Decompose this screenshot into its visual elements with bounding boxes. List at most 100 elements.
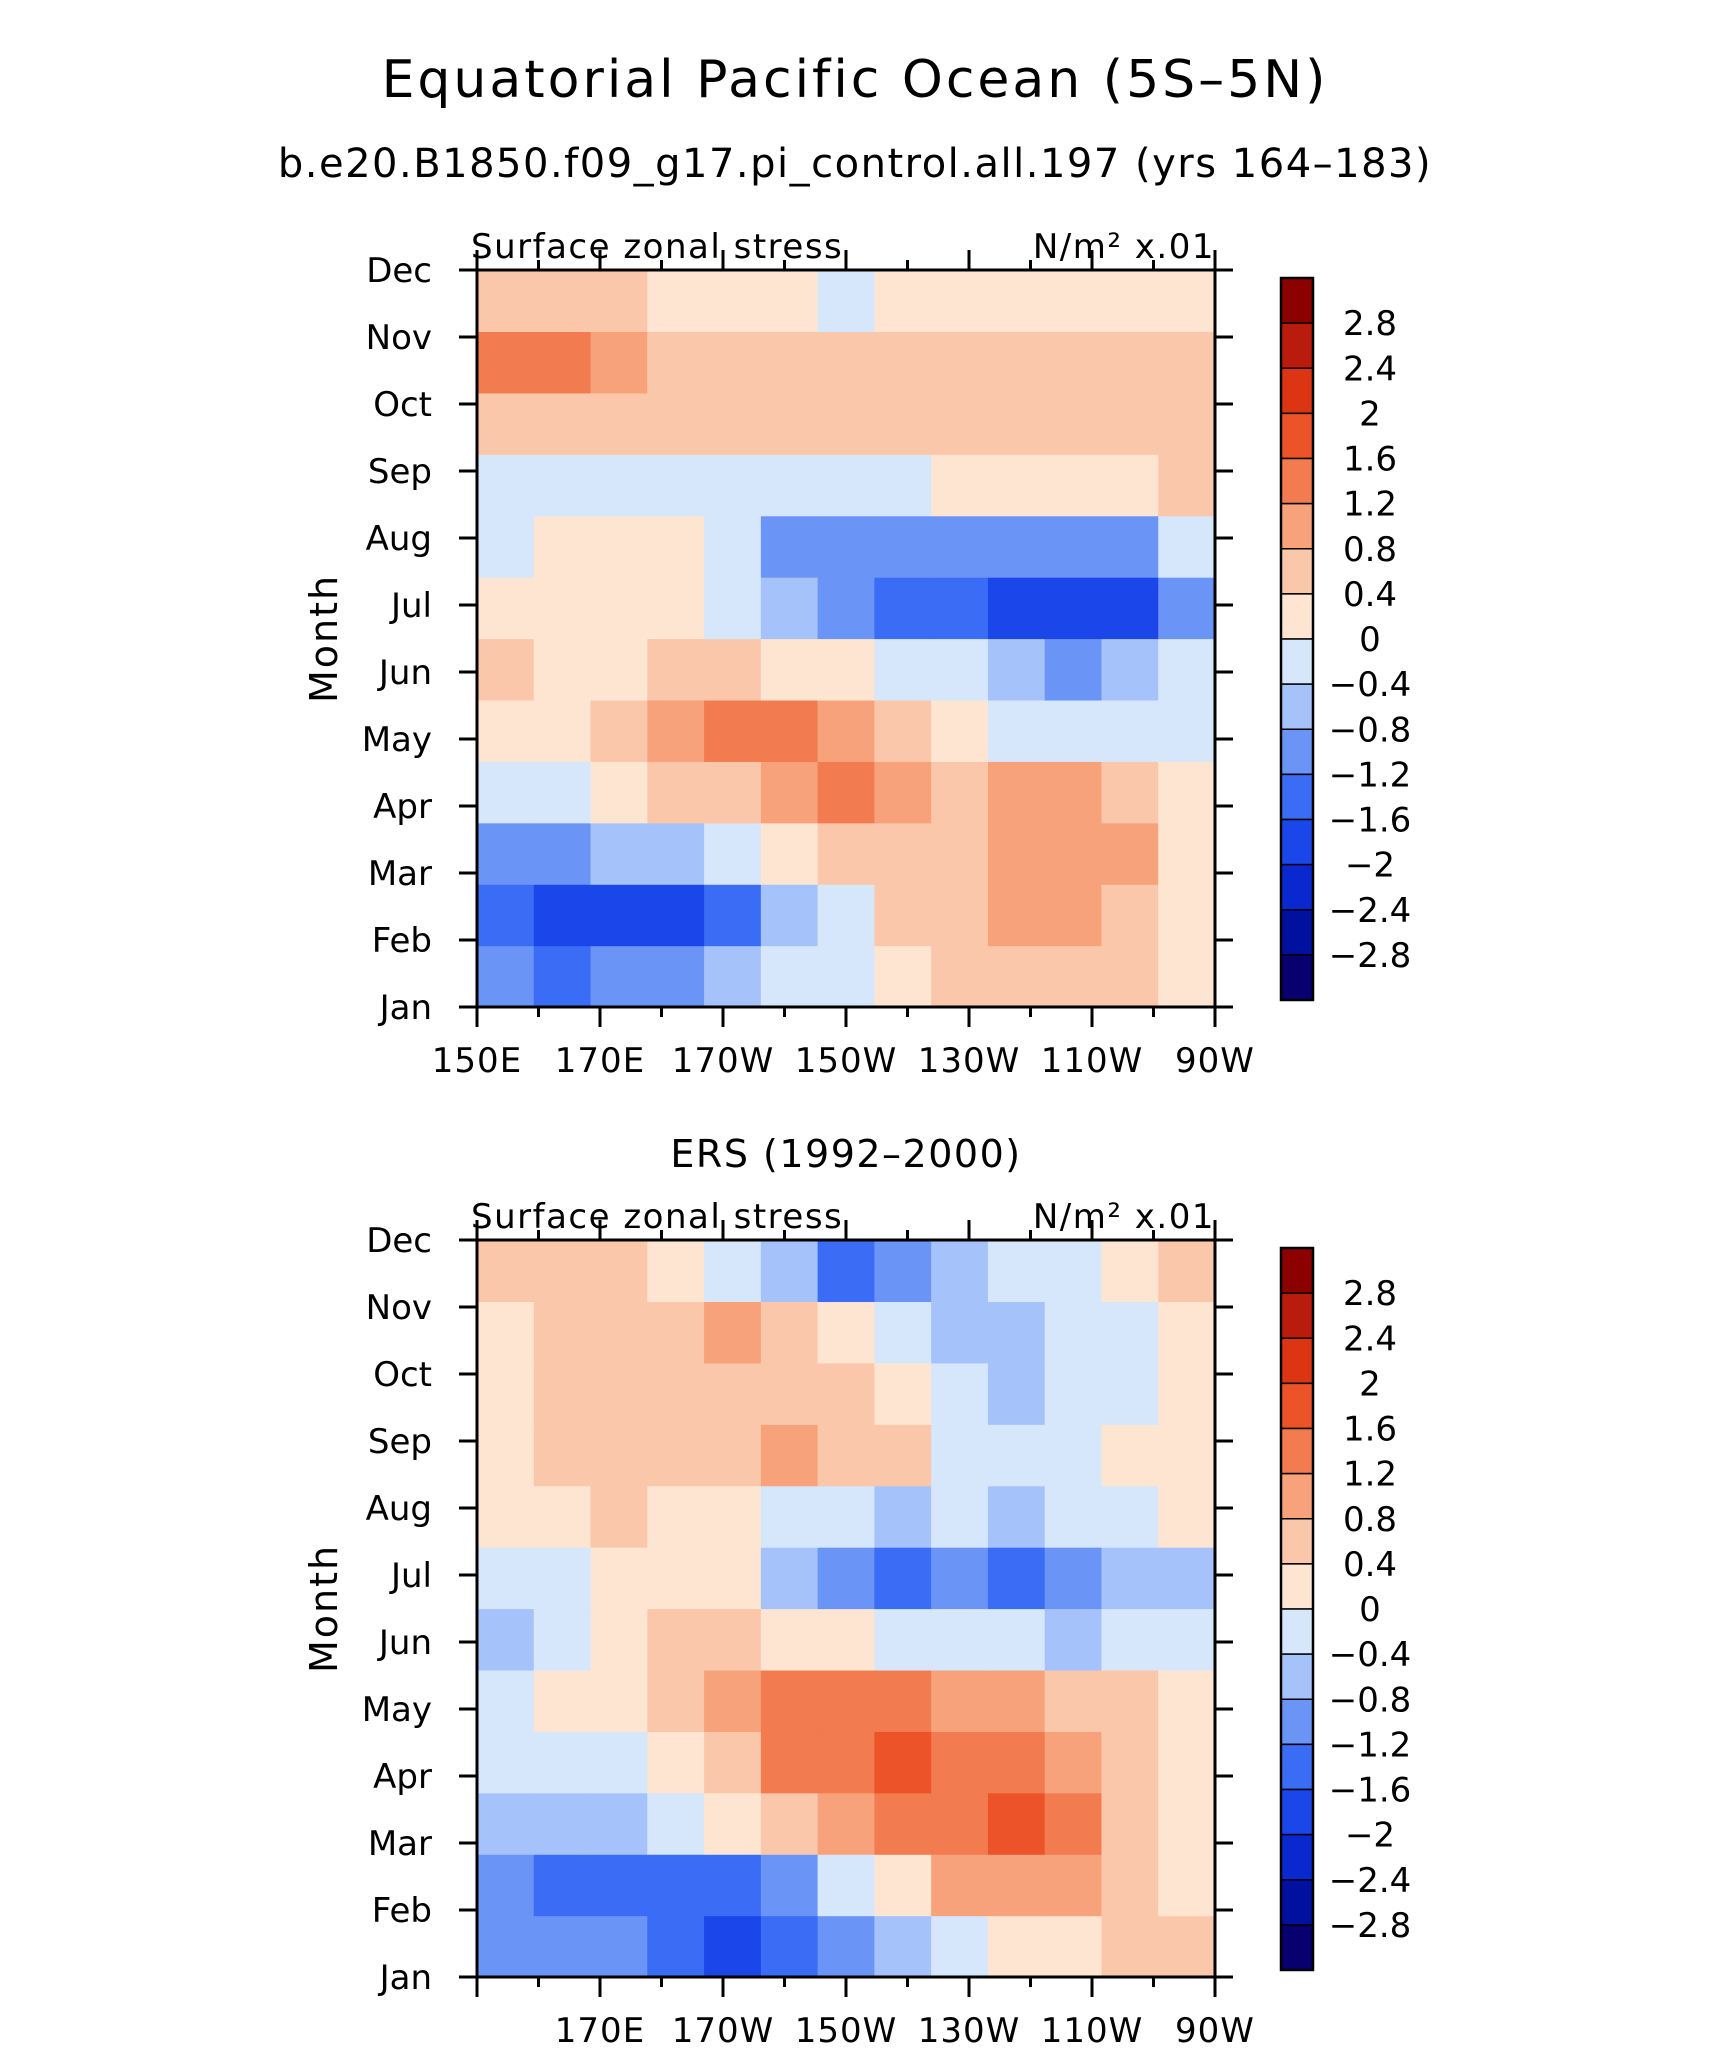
heatmap-cell xyxy=(1044,1731,1103,1794)
heatmap-cell xyxy=(987,1608,1046,1671)
heatmap-cell xyxy=(533,1669,592,1732)
y-tick-label: Sep xyxy=(368,452,432,492)
heatmap-cell xyxy=(533,1240,592,1303)
heatmap-cell xyxy=(874,270,932,333)
heatmap-cell xyxy=(477,1608,535,1671)
heatmap-cell xyxy=(704,1240,762,1303)
heatmap-cell xyxy=(987,1731,1046,1794)
heatmap-cell xyxy=(931,1485,989,1548)
heatmap-cells xyxy=(477,1240,1216,1978)
heatmap-cell xyxy=(874,1424,932,1487)
heatmap-cell xyxy=(987,1424,1046,1487)
y-tick-label: May xyxy=(362,720,432,760)
heatmap-cell xyxy=(931,945,989,1008)
heatmap-cell xyxy=(931,1854,989,1917)
colorbar-label: −0.8 xyxy=(1329,1680,1412,1720)
heatmap-cell xyxy=(704,1792,762,1855)
heatmap-cell xyxy=(931,1240,989,1303)
figure-subtitle: b.e20.B1850.f09_g17.pi_control.all.197 (… xyxy=(278,141,1432,187)
heatmap-cell xyxy=(760,761,819,824)
heatmap-cell xyxy=(817,392,875,455)
heatmap-cell xyxy=(590,884,648,947)
heatmap-cell xyxy=(477,1915,535,1978)
heatmap-cell xyxy=(817,761,875,824)
heatmap-cell xyxy=(760,945,819,1008)
heatmap-cell xyxy=(533,392,592,455)
heatmap-cell xyxy=(533,1792,592,1855)
heatmap-cell xyxy=(987,699,1046,762)
heatmap-cell xyxy=(477,699,535,762)
heatmap-cell xyxy=(817,699,875,762)
heatmap-cell xyxy=(874,1608,932,1671)
heatmap-cell xyxy=(874,1854,932,1917)
heatmap-cell xyxy=(533,945,592,1008)
heatmap-cell xyxy=(1101,1240,1159,1303)
heatmap-cell xyxy=(1044,1485,1103,1548)
colorbar-label: −2 xyxy=(1345,846,1395,886)
heatmap-cell xyxy=(590,699,648,762)
heatmap-cell xyxy=(817,884,875,947)
heatmap-cell xyxy=(1158,884,1216,947)
heatmap-cell xyxy=(1044,822,1103,885)
heatmap-cell xyxy=(590,392,648,455)
heatmap-cell xyxy=(647,1424,705,1487)
colorbar-swatch xyxy=(1280,277,1314,324)
colorbar-swatch xyxy=(1280,1879,1314,1926)
heatmap-cell xyxy=(817,1915,875,1978)
heatmap-cell xyxy=(931,1362,989,1425)
heatmap-cell xyxy=(817,1731,875,1794)
heatmap-cell xyxy=(590,1731,648,1794)
heatmap-cell xyxy=(931,1608,989,1671)
y-tick-label: Jun xyxy=(377,653,432,693)
heatmap-cell xyxy=(590,270,648,333)
heatmap-cell xyxy=(874,1240,932,1303)
colorbar-swatch xyxy=(1280,457,1314,505)
heatmap-cell xyxy=(647,1240,705,1303)
heatmap-cell xyxy=(760,638,819,701)
x-tick-label: 90W xyxy=(1175,2011,1255,2051)
heatmap-cell xyxy=(1101,1301,1159,1364)
heatmap-cell xyxy=(647,1792,705,1855)
colorbar-swatch xyxy=(1280,1247,1314,1294)
heatmap-cell xyxy=(1101,1485,1159,1548)
heatmap-cell xyxy=(1101,638,1159,701)
heatmap-cell xyxy=(590,1915,648,1978)
heatmap-cell xyxy=(1101,1669,1159,1732)
heatmap-cell xyxy=(1158,1731,1216,1794)
heatmap-cell xyxy=(1158,577,1216,640)
heatmap-cell xyxy=(760,1547,819,1610)
heatmap-cell xyxy=(533,1731,592,1794)
heatmap-cell xyxy=(1158,638,1216,701)
heatmap-cell xyxy=(1044,1915,1103,1978)
colorbar-swatch xyxy=(1280,593,1314,640)
heatmap-cell xyxy=(760,392,819,455)
heatmap-cell xyxy=(817,1854,875,1917)
heatmap-cell xyxy=(704,331,762,394)
heatmap-cell xyxy=(1044,515,1103,578)
y-tick-label: Jun xyxy=(377,1623,432,1663)
heatmap-cell xyxy=(533,884,592,947)
heatmap-cell xyxy=(477,1485,535,1548)
heatmap-cell xyxy=(590,1301,648,1364)
heatmap-cell xyxy=(1158,1485,1216,1548)
heatmap-cell xyxy=(987,1547,1046,1610)
colorbar-swatch xyxy=(1280,1743,1314,1791)
heatmap-cell xyxy=(1158,515,1216,578)
colorbar-swatch xyxy=(1280,773,1314,821)
colorbar-label: −1.2 xyxy=(1329,1725,1412,1765)
colorbar-label: 2.4 xyxy=(1343,1319,1397,1359)
y-tick-label: Nov xyxy=(366,318,432,358)
heatmap-cell xyxy=(477,1792,535,1855)
y-tick-label: Mar xyxy=(368,854,432,894)
heatmap-cell xyxy=(874,884,932,947)
x-tick-label: 130W xyxy=(918,1041,1021,1081)
heatmap-cell xyxy=(704,454,762,517)
heatmap-cell xyxy=(874,1669,932,1732)
heatmap-cell xyxy=(704,1915,762,1978)
heatmap-cell xyxy=(477,822,535,885)
colorbar: 2.8 2.4 2 1.6 1.2 0.8 0.4 0 −0.4 −0.8 −1.2 −1.6 −2 −2… xyxy=(1279,276,1411,1002)
heatmap-cell xyxy=(874,822,932,885)
heatmap-cell xyxy=(931,638,989,701)
heatmap-cell xyxy=(1044,638,1103,701)
